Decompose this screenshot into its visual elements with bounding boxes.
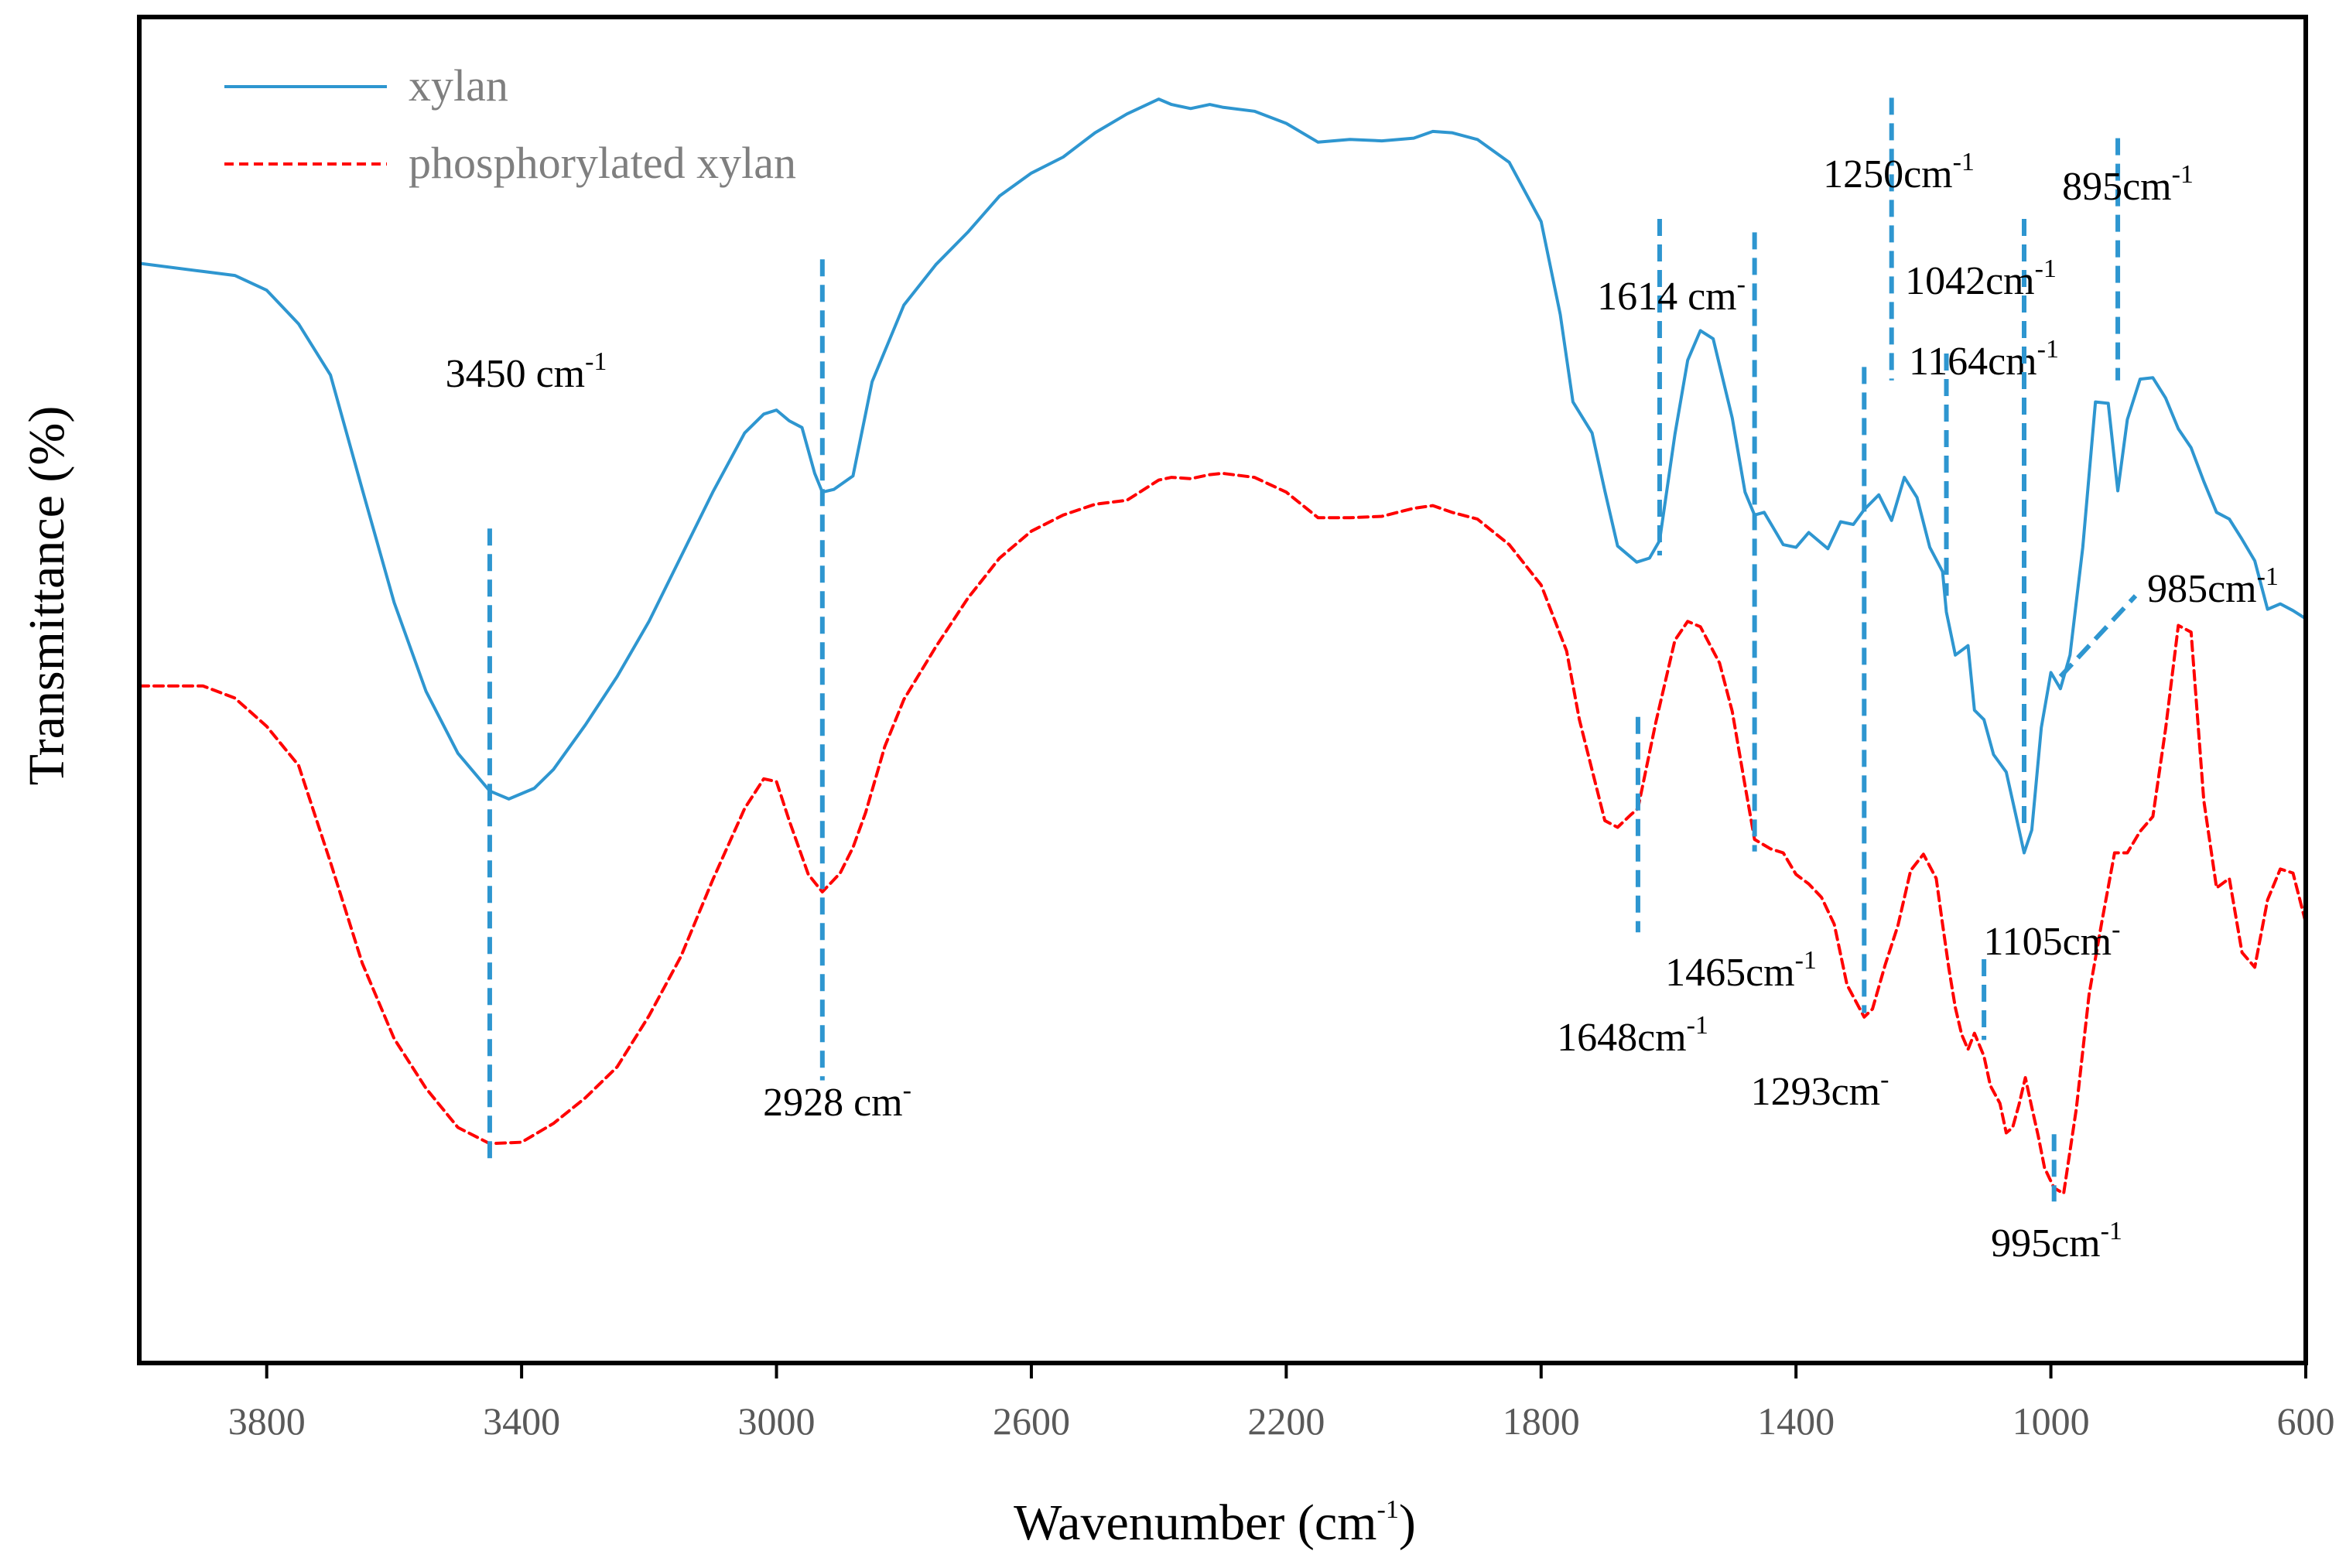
x-tick-label: 1000 xyxy=(2013,1399,2090,1443)
peak-label-main: 1164cm xyxy=(1909,340,2037,384)
peak-label-sup: -1 xyxy=(2035,255,2057,283)
x-tick-label: 3000 xyxy=(738,1399,816,1443)
peak-label: 995cm-1 xyxy=(1991,1217,2122,1266)
plot-frame xyxy=(137,15,2308,1365)
x-axis-title-sup: -1 xyxy=(1377,1495,1399,1524)
peak-label-sup: -1 xyxy=(585,347,607,376)
peak-label: 895cm-1 xyxy=(2062,160,2194,209)
peak-label-main: 1614 cm xyxy=(1597,275,1737,319)
x-axis-title-tail: ) xyxy=(1399,1495,1416,1551)
x-tick-label: 3400 xyxy=(483,1399,560,1443)
peak-label-sup: -1 xyxy=(1795,946,1817,975)
peak-label-main: 2928 cm xyxy=(763,1081,903,1125)
peak-label-main: 1042cm xyxy=(1905,259,2035,303)
peak-label-sup: -1 xyxy=(2257,562,2279,591)
x-tick-label: 1400 xyxy=(1757,1399,1835,1443)
peak-label-main: 1105cm xyxy=(1984,920,2112,964)
peak-label: 1648cm-1 xyxy=(1557,1011,1708,1060)
peak-label-sup: -1 xyxy=(1953,148,1975,176)
x-axis: 3800 3400 3000 2600 2200 1800 1400 1000 600 xyxy=(228,1363,2335,1443)
peak-label-sup: -1 xyxy=(2101,1217,2122,1245)
peak-label: 1042cm-1 xyxy=(1905,255,2057,303)
peak-label-main: 1250cm xyxy=(1823,152,1953,196)
peak-label-sup: - xyxy=(1880,1065,1889,1094)
legend: xylan phosphorylated xylan xyxy=(224,60,796,188)
peak-label: 1293cm- xyxy=(1751,1065,1889,1114)
x-axis-title: Wavenumber (cm-1) xyxy=(1014,1495,1416,1551)
peak-label-main: 985cm xyxy=(2147,567,2257,611)
peak-label: 1465cm-1 xyxy=(1665,946,1817,995)
peak-label-sup: - xyxy=(903,1076,911,1105)
peak-label-main: 895cm xyxy=(2062,165,2172,209)
peak-label-main: 1648cm xyxy=(1557,1016,1687,1060)
peak-label: 1614 cm- xyxy=(1597,270,1746,319)
peak-label: 985cm-1 xyxy=(2147,562,2279,611)
peak-label: 3450 cm-1 xyxy=(446,347,607,396)
peak-label-sup: - xyxy=(2112,915,2120,944)
legend-label-phosphorylated-xylan: phosphorylated xylan xyxy=(409,138,796,188)
series-line-phosphorylated-xylan xyxy=(138,471,2307,1195)
peak-label-main: 3450 cm xyxy=(446,352,586,396)
x-tick-label: 600 xyxy=(2277,1399,2335,1443)
x-tick-label: 1800 xyxy=(1503,1399,1580,1443)
series-layer xyxy=(138,97,2307,1195)
x-tick-label: 3800 xyxy=(228,1399,306,1443)
x-axis-title-main: Wavenumber (cm xyxy=(1014,1495,1376,1551)
legend-label-xylan: xylan xyxy=(409,60,508,111)
peak-label-main: 995cm xyxy=(1991,1221,2101,1266)
peak-label: 1250cm-1 xyxy=(1823,148,1975,196)
peak-label-main: 1465cm xyxy=(1665,951,1795,995)
peak-label-sup: -1 xyxy=(2172,160,2194,189)
peak-label-sup: -1 xyxy=(2037,335,2059,364)
x-tick-label: 2600 xyxy=(993,1399,1070,1443)
peak-label: 1105cm- xyxy=(1984,915,2121,964)
peak-label-sup: - xyxy=(1737,270,1746,299)
peak-label: 2928 cm- xyxy=(763,1076,911,1125)
y-axis-title: Transmittance (%) xyxy=(19,406,75,786)
peak-label-main: 1293cm xyxy=(1751,1070,1881,1114)
x-tick-label: 2200 xyxy=(1247,1399,1325,1443)
peak-label-sup: -1 xyxy=(1687,1011,1708,1040)
peak-label: 1164cm-1 xyxy=(1909,335,2059,384)
peak-marker-line xyxy=(2058,594,2138,678)
series-line-xylan xyxy=(138,97,2307,855)
